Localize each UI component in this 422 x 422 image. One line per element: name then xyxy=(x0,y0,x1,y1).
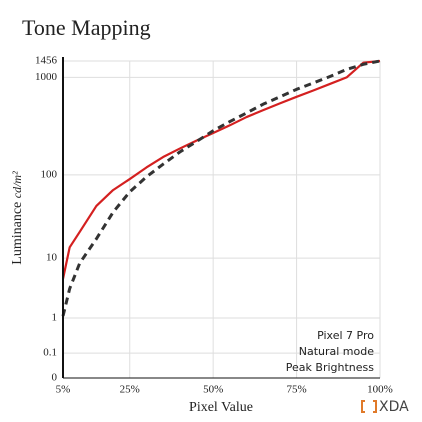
x-tick-label: 75% xyxy=(286,384,306,396)
y-axis-label: Luminance cd/m² xyxy=(10,171,25,265)
logo: XDA xyxy=(361,399,409,415)
y-label-unit: cd/m² xyxy=(10,171,24,198)
y-tick-label: 1456 xyxy=(35,55,58,67)
x-axis-label: Pixel Value xyxy=(189,400,253,415)
plot xyxy=(61,59,381,317)
y-tick-label: 1 xyxy=(52,312,58,324)
y-tick-label: 10 xyxy=(46,252,58,264)
chart-title: Tone Mapping xyxy=(22,15,151,40)
x-tick-label: 100% xyxy=(367,384,393,396)
annotation: Natural mode xyxy=(299,345,374,358)
series-line xyxy=(61,59,381,280)
series-line xyxy=(61,59,381,317)
annotation: Peak Brightness xyxy=(286,361,374,374)
y-tick-label: 100 xyxy=(41,168,58,180)
y-label-text: Luminance xyxy=(10,202,25,265)
x-tick-label: 50% xyxy=(203,384,223,396)
annotations: Pixel 7 Pro Natural mode Peak Brightness xyxy=(286,329,374,374)
y-tick-label: 1000 xyxy=(35,71,58,83)
x-tick-label: 25% xyxy=(120,384,140,396)
y-tick-label: 0 xyxy=(52,372,58,384)
y-tick-label: 0.1 xyxy=(43,347,57,359)
x-tick-label: 5% xyxy=(56,384,71,396)
logo-icon xyxy=(361,400,377,413)
logo-text: XDA xyxy=(379,399,409,415)
annotation: Pixel 7 Pro xyxy=(317,329,374,342)
